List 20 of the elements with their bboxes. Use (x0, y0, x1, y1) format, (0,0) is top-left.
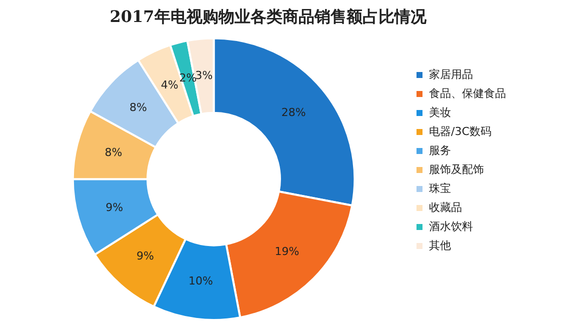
data-label: 4% (160, 78, 178, 92)
chart-title: 2017年电视购物业各类商品销售额占比情况 (110, 6, 428, 26)
data-label: 9% (106, 200, 124, 214)
legend-label: 服饰及配饰 (429, 162, 484, 176)
legend-label: 酒水饮料 (429, 220, 473, 233)
data-label: 9% (136, 250, 154, 263)
data-label: 28% (281, 106, 306, 119)
legend-label: 美妆 (429, 106, 451, 119)
legend-label: 其他 (429, 238, 451, 252)
legend-label: 珠宝 (429, 182, 451, 195)
legend-label: 电器/3C数码 (429, 124, 492, 138)
data-label: 3% (195, 68, 213, 82)
legend-label: 收藏品 (429, 200, 462, 214)
legend-label: 家居用品 (429, 68, 473, 81)
data-label: 8% (104, 146, 122, 160)
data-label: 10% (188, 274, 213, 288)
data-label: 8% (130, 101, 147, 114)
data-label: 19% (274, 245, 300, 258)
legend-label: 食品、保健食品 (429, 86, 506, 100)
legend-label: 服务 (429, 144, 451, 157)
